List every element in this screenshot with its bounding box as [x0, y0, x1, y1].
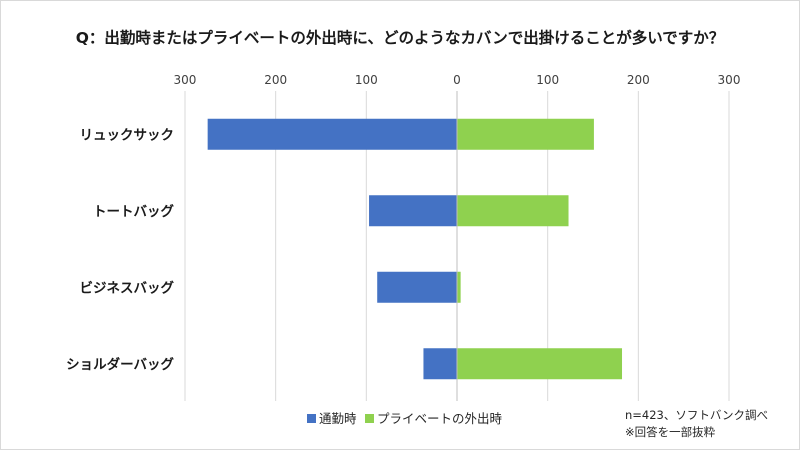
bar-commute	[207, 118, 457, 150]
category-label: リュックサック	[80, 127, 175, 143]
category-label: ビジネスバッグ	[80, 279, 175, 296]
x-tick-label: 100	[536, 73, 559, 87]
x-tick-label: 100	[355, 73, 378, 87]
legend-label-private: プライベートの外出時	[377, 411, 503, 426]
x-tick-label: 200	[264, 73, 287, 87]
bar-commute	[369, 195, 457, 227]
x-tick-label: 300	[174, 73, 197, 87]
source-note: n=423、ソフトバンク調べ	[625, 408, 768, 422]
legend-swatch-commute	[307, 414, 316, 423]
legend-swatch-private	[365, 414, 374, 423]
bar-private	[457, 348, 623, 380]
legend-label-commute: 通勤時	[319, 411, 357, 426]
bars	[207, 91, 623, 401]
x-axis-ticks: 300 200 100 0 100 200 300	[174, 73, 741, 87]
category-label: トートバッグ	[93, 203, 174, 220]
x-tick-label: 200	[627, 73, 650, 87]
bar-commute	[377, 271, 457, 303]
x-tick-label: 0	[453, 73, 461, 87]
chart-title: Q：出勤時またはプライベートの外出時に、どのようなカバンで出掛けることが多いです…	[76, 28, 725, 47]
category-label: ショルダーバッグ	[66, 356, 174, 373]
bar-private	[457, 271, 461, 303]
legend: 通勤時 プライベートの外出時	[307, 411, 503, 426]
bar-private	[457, 118, 594, 150]
bar-commute	[423, 348, 457, 380]
x-tick-label: 300	[718, 73, 741, 87]
footnote: ※回答を一部抜粋	[625, 425, 716, 439]
bar-private	[457, 195, 569, 227]
